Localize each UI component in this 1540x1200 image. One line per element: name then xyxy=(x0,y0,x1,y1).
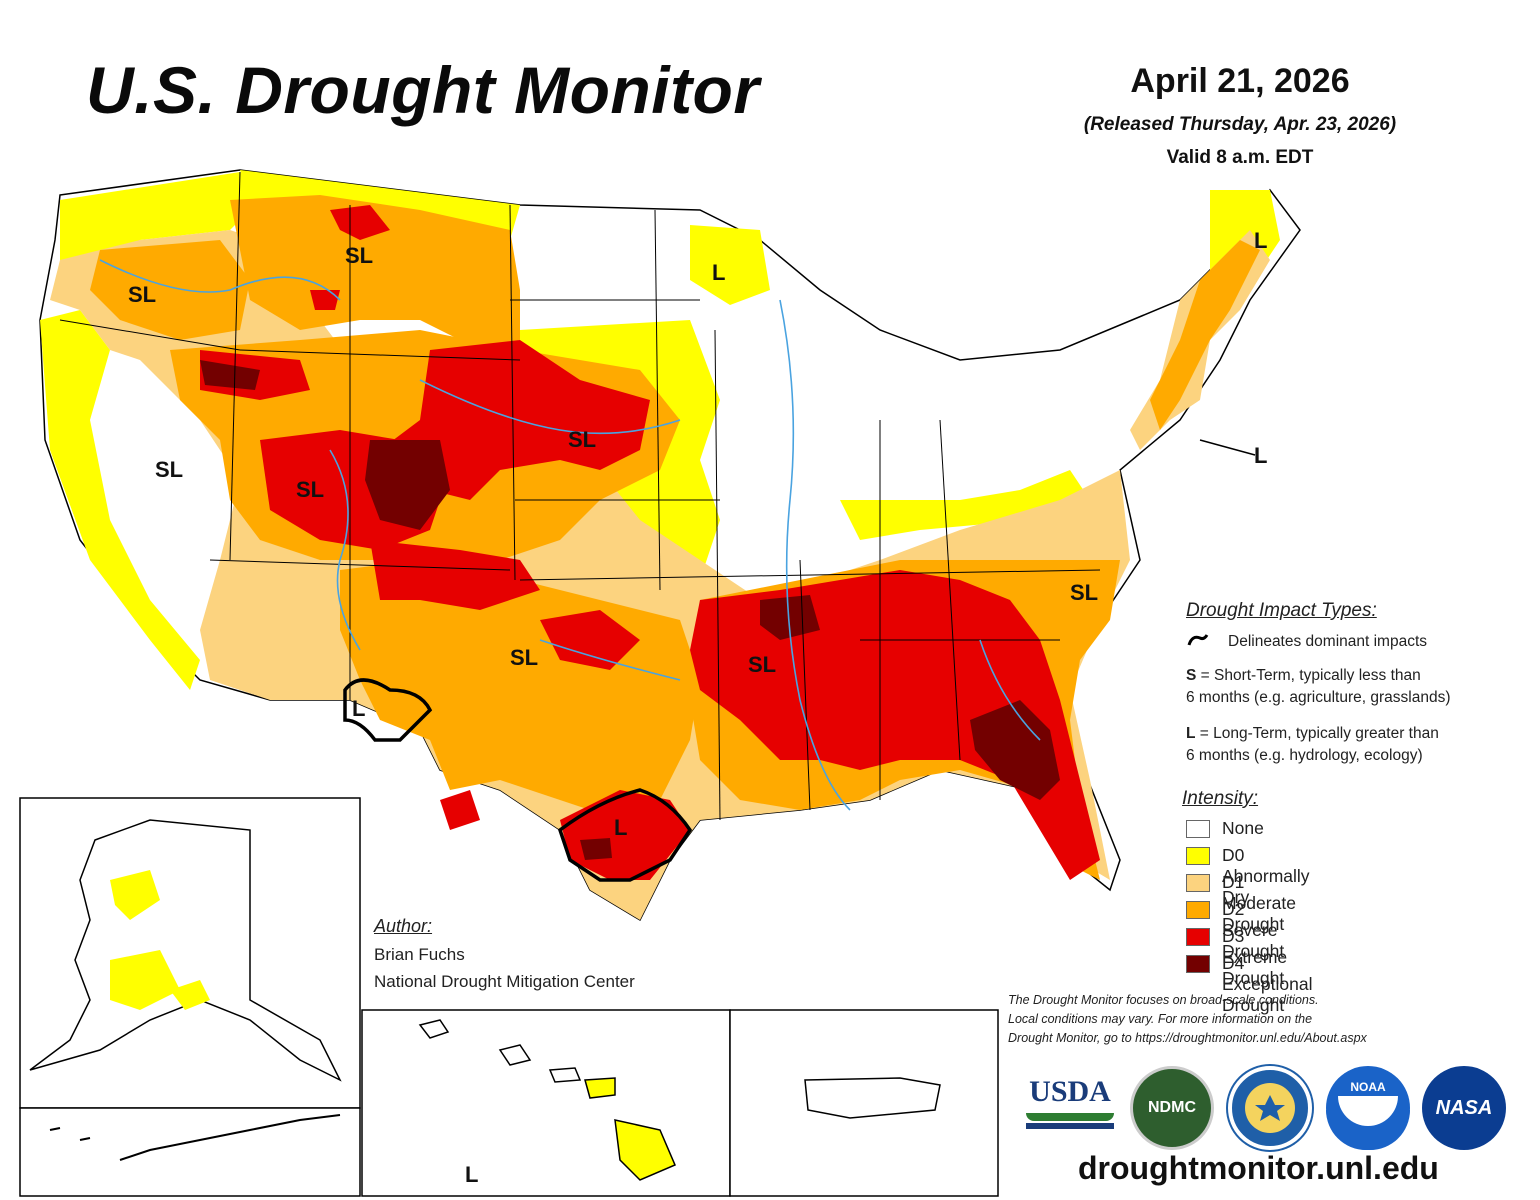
usda-logo-swoosh xyxy=(1026,1113,1114,1121)
map-label: L xyxy=(352,696,365,721)
disclaimer: The Drought Monitor focuses on broad-sca… xyxy=(1008,991,1367,1048)
impact-labels: SL SL SL SL SL SL SL SL L L L L L L xyxy=(128,228,1267,1187)
swatch-d4 xyxy=(1186,955,1210,973)
noaa-logo[interactable]: NOAA xyxy=(1326,1066,1410,1150)
d4-regions xyxy=(200,360,1060,860)
swatch-d1 xyxy=(1186,874,1210,892)
state-lines xyxy=(59,171,1101,821)
map-label: SL xyxy=(1070,580,1098,605)
disclaimer-line: Local conditions may vary. For more info… xyxy=(1008,1012,1313,1026)
aleutians-inset-frame xyxy=(19,1107,361,1197)
long-term-text-2: 6 months (e.g. hydrology, ecology) xyxy=(1186,747,1423,764)
eagle-icon xyxy=(1245,1083,1295,1133)
map-label: L xyxy=(614,815,627,840)
legend-label: D4 Exceptional Drought xyxy=(1222,953,1313,1015)
delineation-icon xyxy=(1186,632,1210,648)
long-term-key: L = Long-Term, typically greater than xyxy=(1186,723,1439,745)
swatch-d0 xyxy=(1186,847,1210,865)
map-label: SL xyxy=(748,652,776,677)
author-heading: Author: xyxy=(374,916,433,936)
map-label: SL xyxy=(155,457,183,482)
short-term-text-2: 6 months (e.g. agriculture, grasslands) xyxy=(1186,689,1451,706)
swatch-d2 xyxy=(1186,901,1210,919)
short-term-letter: S xyxy=(1186,667,1197,684)
long-term-text: = Long-Term, typically greater than xyxy=(1195,725,1439,742)
legend-label: None xyxy=(1222,818,1264,838)
map-date: April 21, 2026 xyxy=(1130,62,1350,100)
map-label: SL xyxy=(510,645,538,670)
impact-types-heading: Drought Impact Types: xyxy=(1186,600,1377,621)
map-label: SL xyxy=(296,477,324,502)
release-date: (Released Thursday, Apr. 23, 2026) xyxy=(1083,114,1397,135)
author-org: National Drought Mitigation Center xyxy=(374,972,635,991)
alaska-d0 xyxy=(110,870,210,1010)
short-term-text: = Short-Term, typically less than xyxy=(1196,667,1421,684)
rivers xyxy=(99,259,1041,811)
ndmc-logo-text: NDMC xyxy=(1148,1099,1196,1116)
legend-label: D0 Abnormally Dry xyxy=(1222,845,1310,907)
ndmc-logo[interactable]: NDMC xyxy=(1130,1066,1214,1150)
impact-pointer xyxy=(1199,439,1256,456)
hawaii-inset-frame xyxy=(361,1009,731,1197)
disclaimer-line: Drought Monitor, go to https://droughtmo… xyxy=(1008,1031,1367,1045)
legend-label: D3 Extreme Drought xyxy=(1222,926,1288,988)
alaska-outline xyxy=(29,819,342,1082)
author-name: Brian Fuchs xyxy=(374,945,465,964)
map-label: SL xyxy=(568,427,596,452)
delineates-text: Delineates dominant impacts xyxy=(1228,633,1428,650)
noaa-logo-text: NOAA xyxy=(1350,1080,1386,1094)
map-label: SL xyxy=(128,282,156,307)
nasa-logo[interactable]: NASA xyxy=(1422,1066,1506,1150)
swatch-d3 xyxy=(1186,928,1210,946)
map-label: L xyxy=(712,260,725,285)
legend-label: D1 Moderate Drought xyxy=(1222,872,1296,934)
nasa-logo-text: NASA xyxy=(1435,1096,1493,1119)
usda-logo[interactable]: USDA xyxy=(1026,1075,1114,1139)
website-url[interactable]: droughtmonitor.unl.edu xyxy=(1078,1150,1439,1186)
legend-label: D2 Severe Drought xyxy=(1222,899,1285,961)
noaa-logo-art: NOAA xyxy=(1326,1066,1410,1150)
swatch-none xyxy=(1186,820,1210,838)
map-title: U.S. Drought Monitor xyxy=(86,53,760,127)
aleutians xyxy=(49,1114,341,1161)
commerce-seal-logo[interactable] xyxy=(1228,1066,1312,1150)
map-label: SL xyxy=(345,243,373,268)
valid-time: Valid 8 a.m. EDT xyxy=(1166,147,1314,168)
map-label: L xyxy=(1254,228,1267,253)
intensity-heading: Intensity: xyxy=(1182,788,1259,809)
puerto-rico-outline xyxy=(804,1077,941,1119)
long-term-letter: L xyxy=(1186,725,1196,742)
hawaii-islands xyxy=(418,1019,676,1181)
map-label: L xyxy=(1254,443,1267,468)
short-term-key: S = Short-Term, typically less than xyxy=(1186,665,1421,687)
map-label: L xyxy=(465,1162,478,1187)
disclaimer-line: The Drought Monitor focuses on broad-sca… xyxy=(1008,993,1319,1007)
usda-logo-text: USDA xyxy=(1029,1075,1111,1108)
usda-logo-bar xyxy=(1026,1123,1114,1129)
impact-boundaries xyxy=(343,678,693,882)
